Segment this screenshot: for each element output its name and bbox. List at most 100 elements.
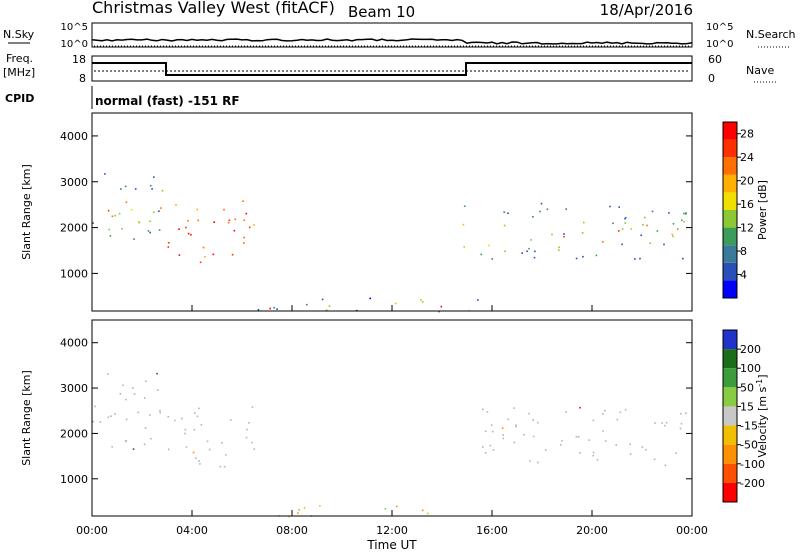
data-cell [149,220,151,223]
data-cell [668,212,670,214]
data-cell [528,247,530,250]
data-cell [640,234,642,237]
data-cell [683,212,685,215]
data-cell [199,463,201,465]
x-tick-label: 00:00 [676,524,708,537]
data-cell [492,449,495,451]
data-cell [111,215,114,218]
data-cell [563,233,565,235]
data-cell [257,309,260,311]
data-cell [526,250,528,253]
data-cell [175,204,177,206]
data-cell [134,188,137,190]
data-cell [595,254,598,257]
data-cell [646,224,648,227]
power-colorbar-bin [723,192,737,210]
data-cell [420,299,422,301]
data-cell [504,250,506,253]
data-cell [625,216,627,219]
data-cell [672,223,675,225]
data-cell [618,230,620,232]
data-cell [185,446,188,448]
data-cell [107,373,109,375]
data-cell [156,389,159,391]
data-cell [644,216,646,219]
data-cell [532,419,534,421]
data-cell [153,176,155,178]
data-cell [109,235,112,237]
data-cell [533,256,536,259]
power-colorbar-tick-label: 24 [740,151,754,164]
y-tick-label: 1000 [60,473,88,486]
data-cell [540,202,543,205]
power-colorbar-bin [723,139,737,158]
data-cell [204,256,206,258]
data-cell [528,412,530,415]
data-cell [198,407,200,410]
data-cell [121,227,123,230]
data-cell [133,393,136,395]
data-cell [167,246,170,248]
data-cell [110,415,112,417]
power-colorbar-tick-label: 28 [740,128,754,141]
data-cell [536,421,539,424]
data-cell [156,372,158,375]
station-title: Christmas Valley West (fitACF) [92,0,335,17]
power-colorbar-tick-label: 16 [740,198,754,211]
x-tick-label: 16:00 [476,524,508,537]
data-cell [269,307,271,310]
data-cell [507,418,510,421]
data-cell [187,220,189,222]
data-cell [184,432,186,435]
data-cell [178,254,181,256]
data-cell [396,505,398,508]
data-cell [484,452,487,454]
data-cell [624,222,626,224]
data-cell [579,452,581,454]
data-cell [440,305,443,308]
data-cell [502,434,504,436]
data-cell [149,231,151,234]
data-cell [137,220,140,223]
data-cell [534,250,536,253]
power-x-ticks [91,305,693,311]
data-cell [618,206,620,208]
data-cell [579,406,581,409]
power-colorbar-label: Power [dB] [756,180,769,240]
data-cell [161,189,164,192]
data-cell [212,253,215,256]
velocity-colorbar-tick-label: -50 [740,439,758,452]
data-cell [118,212,121,215]
velocity-colorbar-bin [723,482,737,502]
data-cell [529,460,531,462]
data-cell [158,210,160,212]
data-cell [143,443,146,446]
velocity-colorbar-bin [723,463,737,483]
data-cell [463,246,465,248]
data-cell [685,412,687,414]
data-cell [654,422,656,424]
data-cell [167,242,170,244]
data-cell [630,228,632,230]
data-cell [138,221,141,224]
y-tick-label: 1000 [60,267,88,280]
noise-right-tick-bottom: 10^0 [706,39,733,50]
data-cell [653,458,656,460]
noise-sky-line [91,38,693,45]
data-cell [221,442,223,444]
data-cell [192,451,195,454]
data-cell [119,392,122,395]
y-tick-label: 2000 [60,222,88,235]
data-cell [602,241,604,243]
data-cell [616,418,619,421]
data-cell [196,415,199,418]
data-cell [537,461,539,464]
freq-left-tick-top: 18 [72,53,86,66]
data-cell [288,515,290,518]
data-cell [619,411,622,414]
data-cell [243,219,245,222]
data-cell [530,239,532,241]
data-cell [242,200,244,202]
data-cell [486,411,489,413]
data-cell [125,418,128,421]
